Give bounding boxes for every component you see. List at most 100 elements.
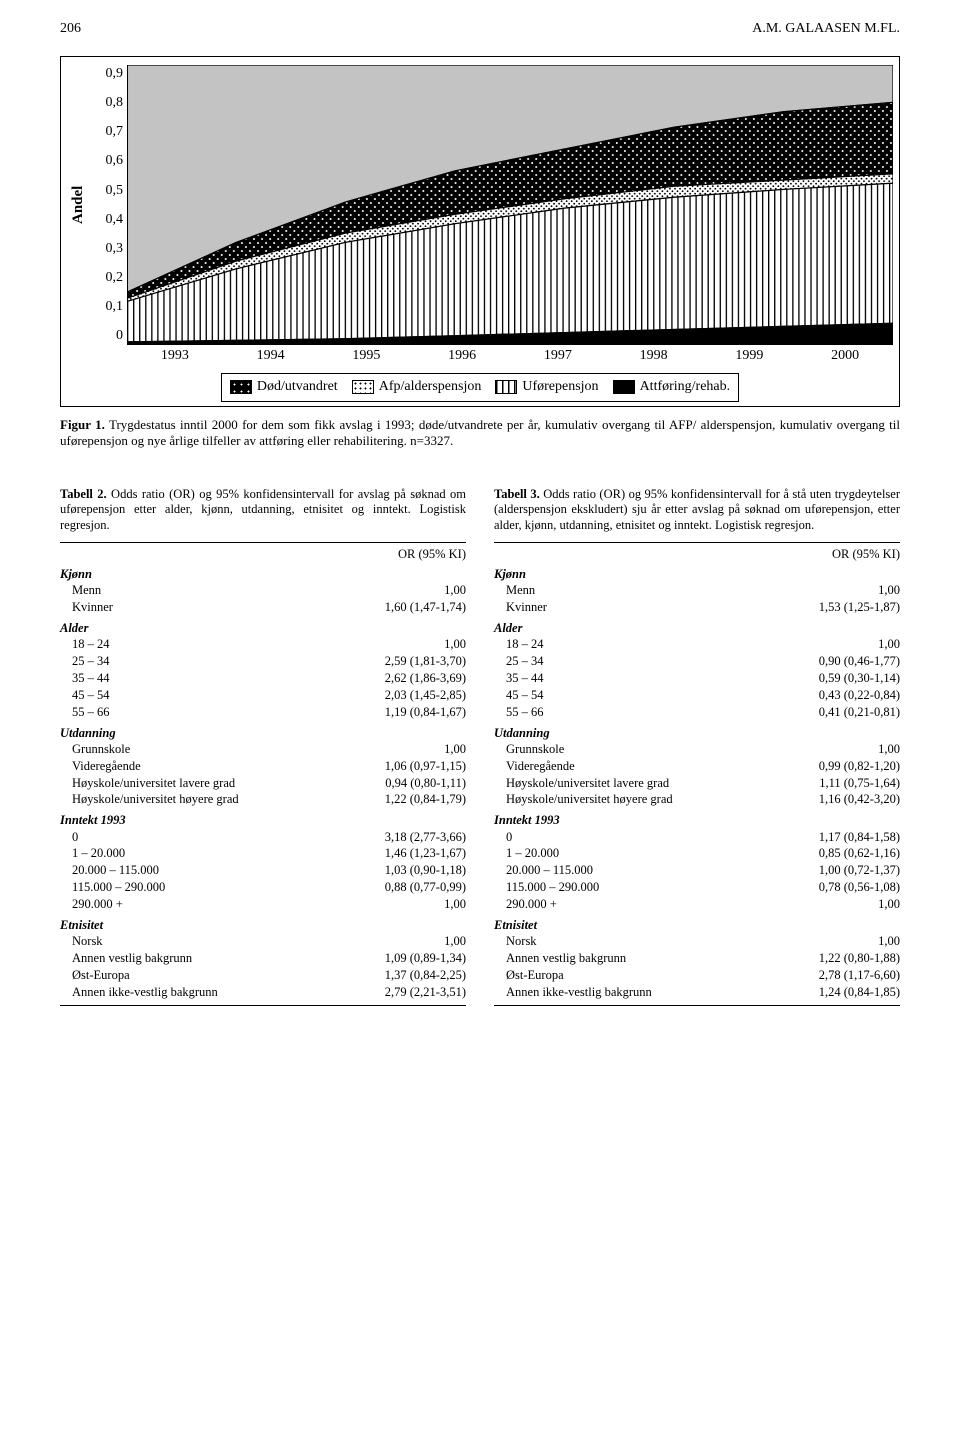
row-label: Høyskole/universitet høyere grad (494, 791, 813, 808)
row-value: 1,11 (0,75-1,64) (813, 775, 900, 792)
figure-1-label: Figur 1. (60, 417, 105, 432)
row-label: 45 – 54 (60, 687, 379, 704)
table-row: Videregående0,99 (0,82-1,20) (494, 758, 900, 775)
legend-item-ufore: Uførepensjon (495, 378, 598, 396)
row-label: 0 (60, 829, 379, 846)
row-label: Høyskole/universitet lavere grad (60, 775, 379, 792)
table-row: Kvinner1,60 (1,47-1,74) (60, 599, 466, 616)
table-row: 35 – 442,62 (1,86-3,69) (60, 670, 466, 687)
row-label: 55 – 66 (494, 704, 813, 721)
row-label: Kvinner (60, 599, 379, 616)
row-value: 1,22 (0,84-1,79) (379, 791, 466, 808)
table-2-group: Alder18 – 241,0025 – 342,59 (1,81-3,70)3… (60, 620, 466, 721)
table-row: Høyskole/universitet lavere grad0,94 (0,… (60, 775, 466, 792)
table-row: 115.000 – 290.0000,88 (0,77-0,99) (60, 879, 466, 896)
table-row: Høyskole/universitet høyere grad1,16 (0,… (494, 791, 900, 808)
row-label: Annen vestlig bakgrunn (60, 950, 379, 967)
row-value: 1,06 (0,97-1,15) (379, 758, 466, 775)
row-label: 35 – 44 (60, 670, 379, 687)
table-row: 35 – 440,59 (0,30-1,14) (494, 670, 900, 687)
chart-y-tick: 0,8 (91, 94, 123, 112)
row-label: 18 – 24 (60, 636, 438, 653)
row-value: 1,00 (438, 582, 466, 599)
row-label: Grunnskole (494, 741, 872, 758)
row-value: 1,03 (0,90-1,18) (379, 862, 466, 879)
table-2-label: Tabell 2. (60, 487, 107, 501)
row-value: 0,43 (0,22-0,84) (813, 687, 900, 704)
table-row: 290.000 +1,00 (494, 896, 900, 913)
chart-x-tick: 1994 (223, 347, 319, 365)
table-row: Øst-Europa2,78 (1,17-6,60) (494, 967, 900, 984)
tables-two-column: Tabell 2. Odds ratio (OR) og 95% konfide… (60, 474, 900, 1009)
chart-legend: Død/utvandretAfp/alderspensjonUførepensj… (221, 373, 739, 401)
row-value: 1,19 (0,84-1,67) (379, 704, 466, 721)
row-label: Annen vestlig bakgrunn (494, 950, 813, 967)
table-row: 1 – 20.0001,46 (1,23-1,67) (60, 845, 466, 862)
row-label: Kvinner (494, 599, 813, 616)
chart-y-tick: 0,5 (91, 182, 123, 200)
chart-x-tick: 1996 (414, 347, 510, 365)
row-label: Høyskole/universitet høyere grad (60, 791, 379, 808)
table-2-group-title: Kjønn (60, 566, 466, 582)
row-value: 2,59 (1,81-3,70) (379, 653, 466, 670)
table-3-group-title: Utdanning (494, 725, 900, 741)
legend-label-ufore: Uførepensjon (522, 378, 598, 396)
chart-x-tick: 2000 (797, 347, 893, 365)
table-row: Menn1,00 (494, 582, 900, 599)
table-2-group-title: Etnisitet (60, 917, 466, 933)
row-value: 0,41 (0,21-0,81) (813, 704, 900, 721)
table-row: Annen ikke-vestlig bakgrunn1,24 (0,84-1,… (494, 984, 900, 1006)
row-value: 1,09 (0,89-1,34) (379, 950, 466, 967)
row-value: 1,00 (872, 933, 900, 950)
table-row: Norsk1,00 (494, 933, 900, 950)
legend-label-attfor: Attføring/rehab. (640, 378, 731, 396)
chart-y-ticks: 0,90,80,70,60,50,40,30,20,10 (91, 65, 127, 345)
table-row: Norsk1,00 (60, 933, 466, 950)
chart-x-ticks: 19931994199519961997199819992000 (127, 345, 893, 365)
row-value: 1,46 (1,23-1,67) (379, 845, 466, 862)
row-value: 2,62 (1,86-3,69) (379, 670, 466, 687)
row-label: 20.000 – 115.000 (494, 862, 813, 879)
chart-y-tick: 0,7 (91, 123, 123, 141)
row-value: 0,99 (0,82-1,20) (813, 758, 900, 775)
row-label: 25 – 34 (60, 653, 379, 670)
row-value: 2,79 (2,21-3,51) (379, 984, 466, 1001)
table-row: 01,17 (0,84-1,58) (494, 829, 900, 846)
figure-1-caption: Figur 1. Trygdestatus inntil 2000 for de… (60, 417, 900, 451)
table-row: Kvinner1,53 (1,25-1,87) (494, 599, 900, 616)
row-label: 20.000 – 115.000 (60, 862, 379, 879)
table-3-label: Tabell 3. (494, 487, 540, 501)
row-label: 25 – 34 (494, 653, 813, 670)
row-label: Øst-Europa (60, 967, 379, 984)
row-value: 1,00 (872, 636, 900, 653)
table-row: Videregående1,06 (0,97-1,15) (60, 758, 466, 775)
row-label: 1 – 20.000 (60, 845, 379, 862)
row-value: 0,78 (0,56-1,08) (813, 879, 900, 896)
table-row: 290.000 +1,00 (60, 896, 466, 913)
table-3-group-title: Alder (494, 620, 900, 636)
table-row: 45 – 542,03 (1,45-2,85) (60, 687, 466, 704)
row-label: Øst-Europa (494, 967, 813, 984)
page-header: 206 A.M. GALAASEN M.FL. (60, 20, 900, 38)
chart-x-tick: 1997 (510, 347, 606, 365)
row-value: 3,18 (2,77-3,66) (379, 829, 466, 846)
row-label: 115.000 – 290.000 (494, 879, 813, 896)
row-value: 1,00 (438, 741, 466, 758)
chart-y-tick: 0,3 (91, 240, 123, 258)
table-3-group: EtnisitetNorsk1,00Annen vestlig bakgrunn… (494, 917, 900, 1006)
table-row: Grunnskole1,00 (494, 741, 900, 758)
figure-1-chart: Andel 0,90,80,70,60,50,40,30,20,10 (60, 56, 900, 406)
row-label: 18 – 24 (494, 636, 872, 653)
table-row: 45 – 540,43 (0,22-0,84) (494, 687, 900, 704)
running-head: A.M. GALAASEN M.FL. (752, 20, 900, 38)
table-row: 03,18 (2,77-3,66) (60, 829, 466, 846)
row-value: 2,78 (1,17-6,60) (813, 967, 900, 984)
table-row: 18 – 241,00 (494, 636, 900, 653)
table-row: Annen ikke-vestlig bakgrunn2,79 (2,21-3,… (60, 984, 466, 1006)
row-value: 1,53 (1,25-1,87) (813, 599, 900, 616)
row-value: 1,00 (438, 636, 466, 653)
row-label: Annen ikke-vestlig bakgrunn (494, 984, 813, 1001)
table-3: Tabell 3. Odds ratio (OR) og 95% konfide… (494, 474, 900, 1009)
table-row: 115.000 – 290.0000,78 (0,56-1,08) (494, 879, 900, 896)
row-label: Norsk (60, 933, 438, 950)
